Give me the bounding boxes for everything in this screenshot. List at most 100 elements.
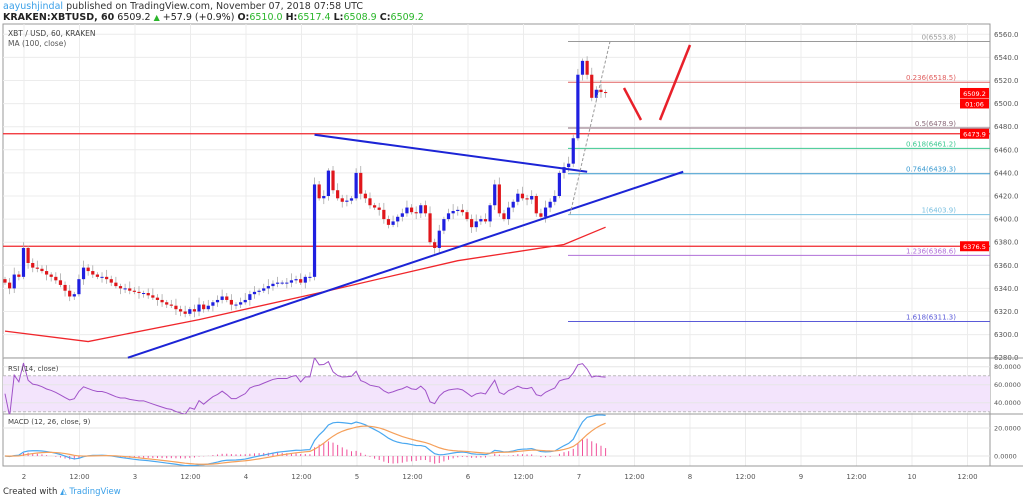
- candle: [215, 299, 220, 303]
- tradingview-link[interactable]: TradingView: [69, 487, 121, 497]
- candle: [539, 213, 543, 217]
- candle: [382, 209, 386, 220]
- candle: [243, 299, 247, 303]
- candle: [206, 305, 210, 310]
- time-tick-label: 12:00: [624, 473, 644, 481]
- price-tick-label: 6380.0: [994, 239, 1019, 247]
- fib-level-label: 1.618(6311.3): [906, 314, 956, 322]
- candle: [151, 295, 155, 298]
- candle: [100, 276, 104, 278]
- open: 6510.0: [249, 12, 283, 23]
- candle: [419, 205, 423, 214]
- candle: [77, 279, 81, 295]
- candle: [474, 221, 478, 228]
- candle: [192, 309, 197, 312]
- candle: [562, 167, 566, 173]
- candle: [604, 92, 608, 94]
- macd-signal-line: [4, 422, 606, 465]
- trendline: [127, 170, 684, 359]
- candle: [303, 276, 307, 283]
- candle: [451, 211, 455, 214]
- price-tick-label: 6560.0: [994, 31, 1019, 39]
- candle: [363, 193, 367, 199]
- candle: [446, 213, 451, 220]
- time-tick-label: 5: [355, 473, 359, 481]
- candle: [460, 209, 464, 213]
- fib-level-label: 0(6553.8): [922, 33, 957, 41]
- candle: [63, 284, 67, 291]
- candle: [331, 170, 335, 191]
- candle: [488, 205, 492, 222]
- candle: [336, 190, 340, 199]
- time-tick-label: 3: [133, 473, 137, 481]
- price-badge: [960, 87, 989, 98]
- candle: [202, 304, 206, 310]
- candle: [26, 247, 30, 263]
- publish-info: aayushjindal published on TradingView.co…: [3, 1, 363, 12]
- candle: [49, 274, 53, 277]
- candle: [155, 297, 160, 300]
- candle: [534, 196, 538, 214]
- time-tick-label: 7: [577, 473, 581, 481]
- candle: [289, 280, 294, 283]
- candle: [599, 89, 603, 93]
- candle: [548, 201, 552, 208]
- candle: [248, 294, 252, 300]
- time-tick-label: 12:00: [957, 473, 977, 481]
- price-tick-label: 6440.0: [994, 169, 1019, 177]
- time-tick-label: 12:00: [846, 473, 866, 481]
- rsi-tick-label: 40.0000: [994, 399, 1021, 407]
- candle: [8, 282, 12, 289]
- candle: [391, 221, 395, 225]
- price-tick-label: 6540.0: [994, 54, 1019, 62]
- candle: [456, 209, 460, 212]
- rsi-tick-label: 60.0000: [994, 381, 1021, 389]
- candle: [123, 288, 127, 290]
- candle: [576, 74, 580, 139]
- candle: [86, 267, 90, 272]
- candle: [211, 302, 215, 306]
- candle: [197, 304, 201, 312]
- candle: [72, 294, 76, 297]
- time-tick-label: 12:00: [513, 473, 533, 481]
- candle: [183, 311, 187, 314]
- symbol-info: KRAKEN:XBTUSD, 60 6509.2 ▲ +57.9 (+0.9%)…: [3, 12, 424, 23]
- candle: [567, 163, 571, 168]
- macd-tick-label: 0.0000: [994, 453, 1017, 461]
- candle: [345, 200, 349, 202]
- price-badge: [960, 98, 989, 109]
- fib-level-label: 0.618(6461.2): [906, 140, 956, 148]
- candle: [470, 219, 474, 228]
- time-tick-label: 8: [688, 473, 692, 481]
- time-tick-label: 12:00: [735, 473, 755, 481]
- author-link[interactable]: aayushjindal: [3, 1, 64, 12]
- candle: [132, 290, 136, 292]
- change: +57.9 (+0.9%): [162, 12, 235, 23]
- candle: [368, 198, 372, 206]
- candle: [483, 219, 488, 222]
- candle: [322, 196, 326, 199]
- time-tick-label: 6: [466, 473, 471, 481]
- candle: [257, 290, 261, 292]
- candle: [437, 230, 441, 248]
- candle: [262, 288, 266, 291]
- candle: [516, 193, 520, 202]
- candle: [423, 205, 428, 214]
- candle: [40, 268, 44, 272]
- candle: [377, 207, 381, 210]
- candle: [502, 213, 506, 220]
- low: 6508.9: [343, 12, 377, 23]
- candle: [400, 213, 404, 217]
- candle: [271, 283, 275, 287]
- price-tick-label: 6360.0: [994, 262, 1019, 270]
- candle: [530, 196, 534, 200]
- candle: [12, 274, 16, 289]
- candle: [35, 267, 39, 269]
- candle: [91, 271, 95, 275]
- price-chart[interactable]: 2 12:00 3 12:00 4 12:00 5 12:00 6 12:00 7 12:00 8 12:…: [0, 0, 1023, 485]
- time-tick-label: 2: [22, 473, 26, 481]
- candle: [252, 291, 257, 295]
- candle: [44, 271, 49, 275]
- high: 6517.4: [297, 12, 331, 23]
- candle: [312, 184, 317, 277]
